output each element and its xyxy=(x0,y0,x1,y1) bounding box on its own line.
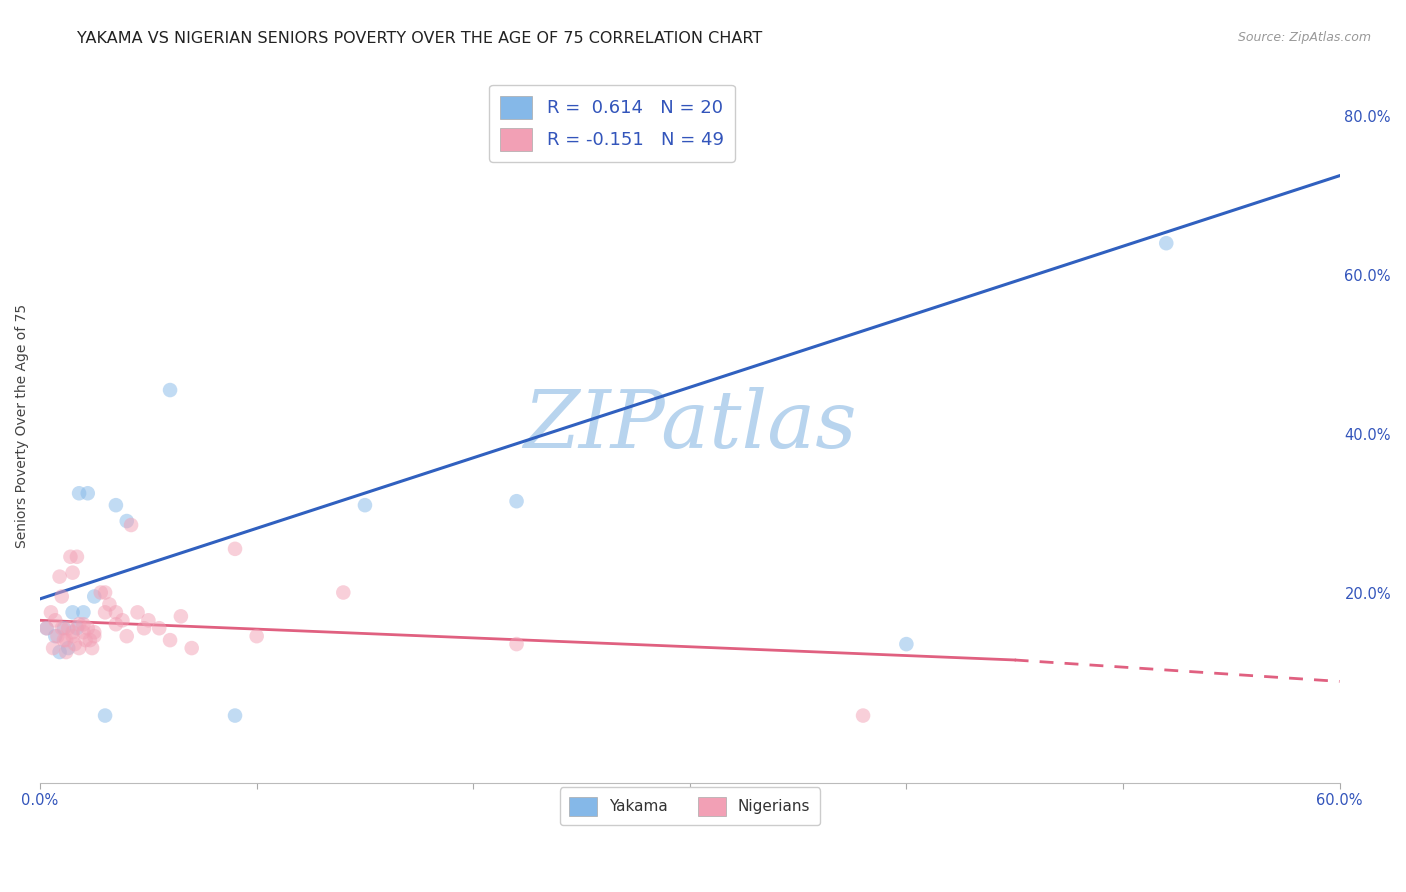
Point xyxy=(62,629,84,643)
Point xyxy=(59,549,82,564)
Point xyxy=(115,629,138,643)
Point xyxy=(505,637,527,651)
Point xyxy=(127,605,149,619)
Point xyxy=(896,637,918,651)
Point xyxy=(44,613,66,627)
Point xyxy=(58,621,80,635)
Point xyxy=(76,621,98,635)
Point xyxy=(35,621,58,635)
Point xyxy=(159,633,181,648)
Point xyxy=(90,585,112,599)
Point xyxy=(75,633,97,648)
Point xyxy=(51,590,73,604)
Point xyxy=(224,708,246,723)
Point xyxy=(224,541,246,556)
Point xyxy=(120,518,142,533)
Point xyxy=(104,617,127,632)
Point xyxy=(48,569,70,583)
Point xyxy=(132,621,155,635)
Point xyxy=(246,629,269,643)
Point xyxy=(72,605,94,619)
Point xyxy=(83,590,105,604)
Point xyxy=(505,494,527,508)
Point xyxy=(42,641,65,656)
Point xyxy=(94,585,117,599)
Point xyxy=(115,514,138,528)
Point xyxy=(39,605,62,619)
Point xyxy=(332,585,354,599)
Point xyxy=(62,625,84,640)
Point xyxy=(111,613,134,627)
Point xyxy=(159,383,181,397)
Point xyxy=(55,633,77,648)
Point xyxy=(63,637,86,651)
Text: YAKAMA VS NIGERIAN SENIORS POVERTY OVER THE AGE OF 75 CORRELATION CHART: YAKAMA VS NIGERIAN SENIORS POVERTY OVER … xyxy=(77,31,762,46)
Point xyxy=(354,498,377,512)
Point xyxy=(67,486,90,500)
Point xyxy=(67,641,90,656)
Text: Source: ZipAtlas.com: Source: ZipAtlas.com xyxy=(1237,31,1371,45)
Point xyxy=(52,633,75,648)
Point xyxy=(80,641,103,656)
Point xyxy=(104,498,127,512)
Point xyxy=(52,621,75,635)
Point xyxy=(852,708,875,723)
Point xyxy=(94,605,117,619)
Point xyxy=(46,629,69,643)
Point xyxy=(67,617,90,632)
Point xyxy=(66,549,89,564)
Point xyxy=(58,641,80,656)
Point xyxy=(35,621,58,635)
Point xyxy=(180,641,202,656)
Point xyxy=(94,708,117,723)
Point xyxy=(98,598,121,612)
Point xyxy=(62,566,84,580)
Point xyxy=(51,621,73,635)
Point xyxy=(79,633,101,648)
Point xyxy=(72,617,94,632)
Point xyxy=(44,629,66,643)
Legend: Yakama, Nigerians: Yakama, Nigerians xyxy=(560,788,820,825)
Point xyxy=(62,605,84,619)
Y-axis label: Seniors Poverty Over the Age of 75: Seniors Poverty Over the Age of 75 xyxy=(15,303,30,548)
Point xyxy=(72,625,94,640)
Point xyxy=(104,605,127,619)
Point xyxy=(83,625,105,640)
Point xyxy=(83,629,105,643)
Text: ZIPatlas: ZIPatlas xyxy=(523,387,856,465)
Point xyxy=(66,621,89,635)
Point xyxy=(138,613,160,627)
Point xyxy=(148,621,170,635)
Point xyxy=(170,609,193,624)
Point xyxy=(55,645,77,659)
Point xyxy=(76,486,98,500)
Point xyxy=(1154,236,1177,251)
Point xyxy=(48,645,70,659)
